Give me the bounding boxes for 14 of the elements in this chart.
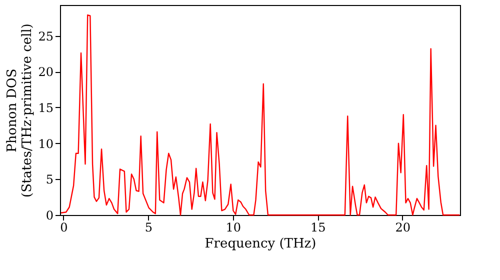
y-tick-label: 0 (46, 208, 54, 222)
x-tick-label: 0 (60, 220, 68, 234)
x-tick-label: 15 (310, 220, 326, 234)
y-tick-label: 15 (38, 100, 54, 115)
x-axis-title: Frequency (THz) (204, 236, 316, 252)
y-axis-title: Phonon DOS (States/THz·primitive cell) (5, 23, 36, 198)
x-tick-label: 10 (226, 220, 242, 234)
y-tick-label: 10 (38, 136, 54, 151)
x-tick-label: 20 (395, 220, 411, 234)
y-tick-label: 20 (38, 65, 54, 80)
line-series (60, 14, 460, 216)
y-tick-label: 5 (46, 172, 54, 187)
y-tick-label: 25 (38, 29, 54, 44)
x-tick-label: 5 (144, 220, 152, 234)
